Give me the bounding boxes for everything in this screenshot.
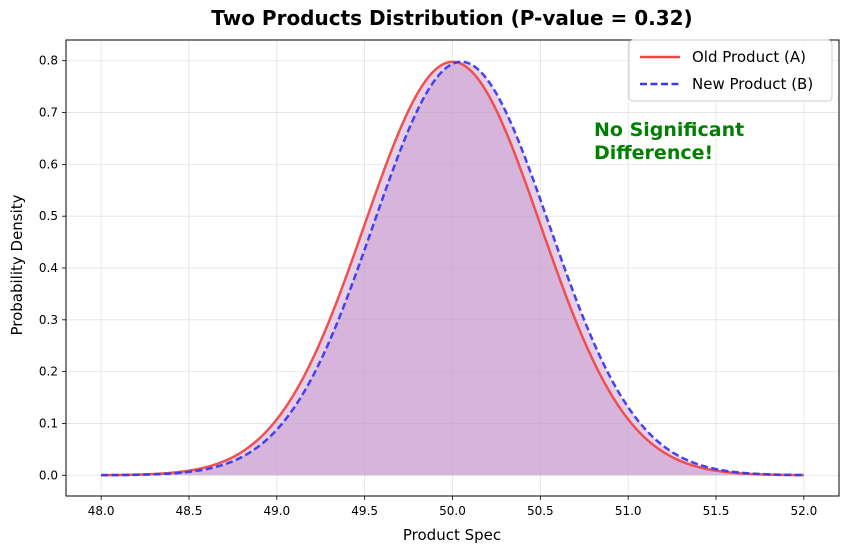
y-tick-label-8: 0.8 bbox=[39, 54, 58, 68]
y-tick-label-2: 0.2 bbox=[39, 365, 58, 379]
x-tick-label-6: 51.0 bbox=[615, 504, 642, 518]
annotation-line-1: No Significant bbox=[594, 119, 744, 141]
y-tick-label-3: 0.3 bbox=[39, 313, 58, 327]
x-tick-label-3: 49.5 bbox=[351, 504, 378, 518]
x-axis: 48.0 48.5 49.0 49.5 50.0 50.5 51.0 51.5 52.0 bbox=[88, 496, 817, 518]
annotation-line-2: Difference! bbox=[594, 142, 713, 164]
x-tick-label-8: 52.0 bbox=[791, 504, 818, 518]
y-tick-label-6: 0.6 bbox=[39, 157, 58, 171]
grid bbox=[66, 40, 839, 496]
legend-box bbox=[628, 39, 833, 102]
x-tick-label-0: 48.0 bbox=[88, 504, 115, 518]
fill-layer bbox=[101, 61, 804, 476]
y-tick-label-1: 0.1 bbox=[39, 416, 58, 430]
y-tick-label-7: 0.7 bbox=[39, 106, 58, 120]
chart-title: Two Products Distribution (P-value = 0.3… bbox=[211, 6, 692, 30]
y-tick-label-5: 0.5 bbox=[39, 209, 58, 223]
legend: Old Product (A) New Product (B) bbox=[628, 39, 833, 102]
x-axis-title: Product Spec bbox=[403, 526, 501, 544]
series-fill-0 bbox=[101, 61, 804, 476]
x-tick-label-5: 50.5 bbox=[527, 504, 554, 518]
series-fill-1 bbox=[101, 61, 804, 476]
x-tick-label-7: 51.5 bbox=[703, 504, 730, 518]
x-tick-label-1: 48.5 bbox=[176, 504, 203, 518]
series-line-0 bbox=[101, 60, 804, 477]
y-axis-title: Probability Density bbox=[8, 194, 26, 335]
legend-label-old-product: Old Product (A) bbox=[692, 48, 806, 66]
legend-label-new-product: New Product (B) bbox=[692, 75, 813, 93]
series-layer bbox=[101, 60, 804, 477]
annotation: No Significant Difference! bbox=[594, 119, 744, 164]
y-axis: 0.0 0.1 0.2 0.3 0.4 0.5 0.6 0.7 0.8 bbox=[39, 54, 66, 482]
y-tick-label-0: 0.0 bbox=[39, 468, 58, 482]
x-tick-label-2: 49.0 bbox=[263, 504, 290, 518]
x-tick-label-4: 50.0 bbox=[439, 504, 466, 518]
series-line-1 bbox=[101, 60, 804, 477]
y-tick-label-4: 0.4 bbox=[39, 261, 58, 275]
